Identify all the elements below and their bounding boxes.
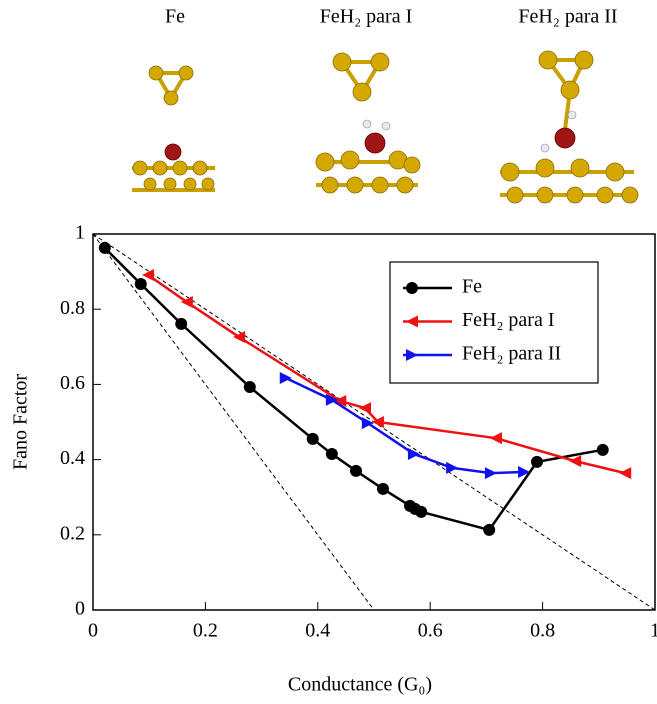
legend-marker <box>406 349 418 361</box>
data-point <box>325 393 338 406</box>
data-point <box>306 432 319 445</box>
structure-fe <box>132 65 215 192</box>
data-point <box>518 466 531 479</box>
data-point <box>569 455 582 468</box>
structure-feh2-para-i <box>315 52 421 194</box>
data-point <box>350 464 363 477</box>
data-point <box>142 268 155 281</box>
y-tick-label: 0.8 <box>60 297 85 319</box>
data-point <box>359 402 372 415</box>
x-tick-label: 0.2 <box>193 620 218 642</box>
data-point <box>489 432 502 445</box>
x-tick-label: 0.8 <box>530 620 555 642</box>
structure-label: FeH₂ para II <box>518 6 617 28</box>
data-point <box>484 467 497 480</box>
data-point <box>233 331 246 344</box>
data-point <box>279 372 292 385</box>
data-point <box>483 523 496 536</box>
data-point <box>134 278 147 291</box>
y-tick-label: 1 <box>75 222 85 244</box>
y-axis-label: Fano Factor <box>10 374 32 470</box>
data-point <box>619 467 632 480</box>
x-tick-label: 1 <box>650 620 657 642</box>
structure-label: FeH₂ para I <box>320 6 413 28</box>
data-point <box>361 417 374 430</box>
structure-feh2-para-ii <box>500 50 639 204</box>
structure-label: Fe <box>165 6 185 28</box>
x-axis-label: Conductance (G₀) <box>288 674 432 696</box>
y-tick-label: 0 <box>75 598 85 620</box>
data-point <box>180 296 193 309</box>
data-point <box>334 394 347 407</box>
series-line <box>103 247 603 532</box>
legend-label: FeH₂ para II <box>462 343 561 365</box>
data-point <box>596 443 609 456</box>
y-tick-label: 0.6 <box>60 372 85 394</box>
data-point <box>446 461 459 474</box>
data-point <box>175 317 188 330</box>
reference-line <box>92 233 375 611</box>
data-point <box>325 447 338 460</box>
legend-label: FeH₂ para I <box>462 309 555 331</box>
data-point <box>243 381 256 394</box>
x-tick-label: 0 <box>88 620 98 642</box>
data-point <box>407 447 420 460</box>
data-point <box>371 416 384 428</box>
x-tick-label: 0.6 <box>418 620 443 642</box>
y-tick-label: 0.4 <box>60 447 85 469</box>
data-point <box>376 482 389 495</box>
data-point <box>415 505 428 518</box>
plot-frame <box>92 233 656 611</box>
y-tick-label: 0.2 <box>60 522 85 544</box>
data-point <box>98 241 111 254</box>
legend-marker <box>406 315 418 328</box>
data-point <box>530 455 543 468</box>
legend-label: Fe <box>462 276 482 298</box>
legend-marker <box>406 282 418 294</box>
x-tick-label: 0.4 <box>305 620 330 642</box>
